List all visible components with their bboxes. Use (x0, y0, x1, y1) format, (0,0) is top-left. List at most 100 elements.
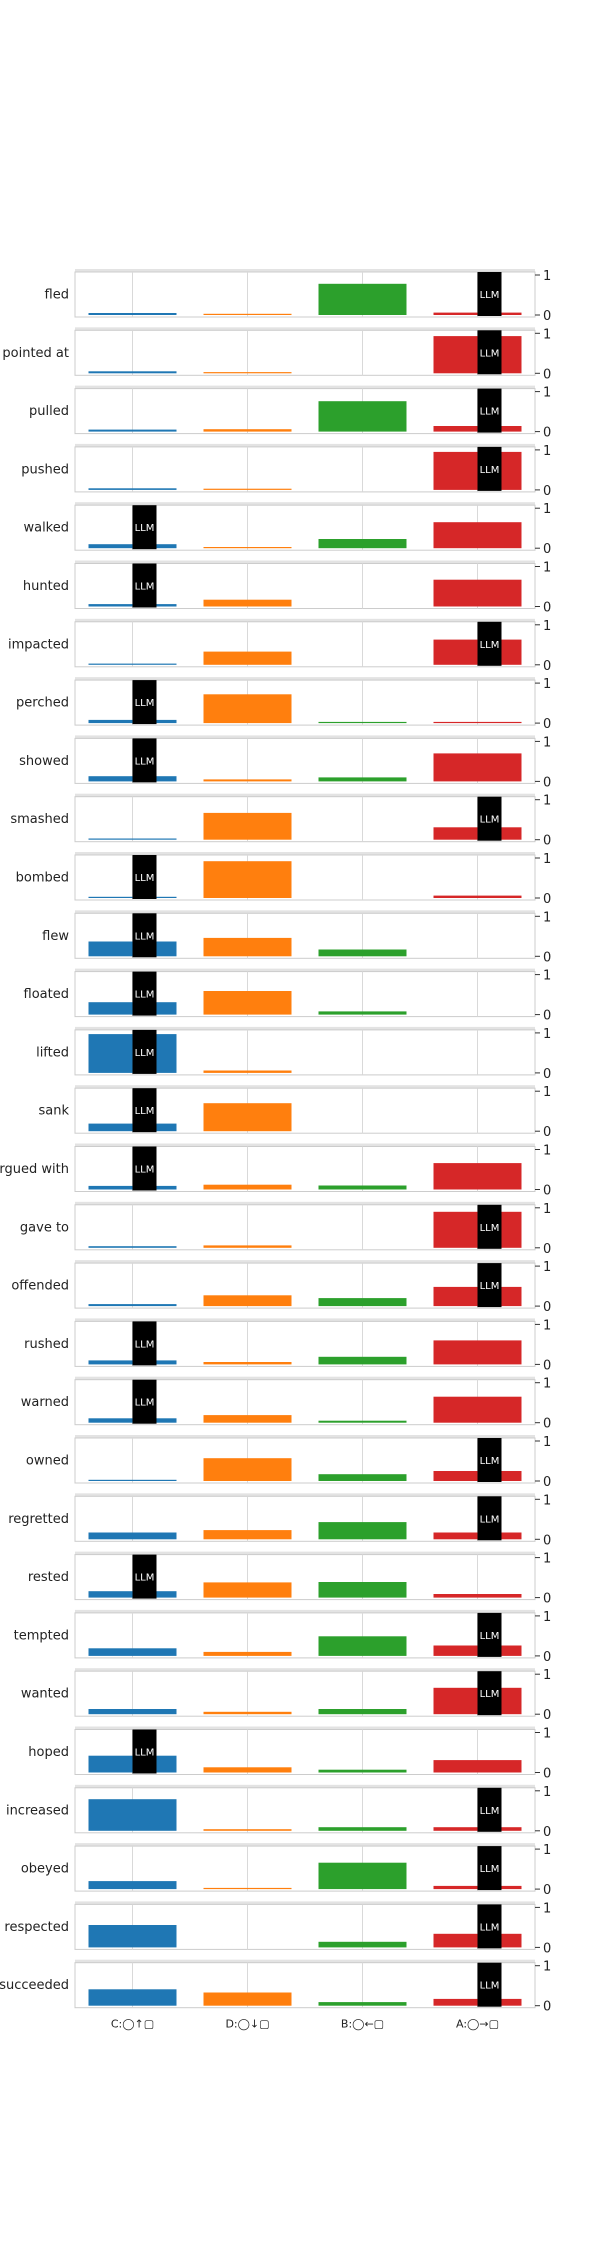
y-tick-label: 0 (543, 659, 551, 674)
bar-1 (203, 1184, 292, 1190)
bar-2 (318, 2002, 407, 2006)
y-tick-label: 0 (543, 1533, 551, 1548)
bar-2 (318, 1636, 407, 1656)
llm-marker-label: LLM (480, 290, 500, 301)
y-tick-label: 0 (543, 1475, 551, 1490)
y-tick-label: 0 (543, 1417, 551, 1432)
y-tick-label: 0 (543, 717, 551, 732)
y-tick-label: 1 (543, 327, 551, 342)
bar-2 (318, 539, 407, 549)
verb-label: rushed (24, 1337, 69, 1352)
panel-header-strip (75, 1901, 535, 1906)
y-tick-label: 0 (543, 1708, 551, 1723)
y-tick-label: 0 (543, 542, 551, 557)
panel-header-strip (75, 793, 535, 798)
panel-header-strip (75, 560, 535, 565)
panel-obeyed: LLM obeyed 1 0 (21, 1843, 551, 1898)
llm-marker-label: LLM (480, 1806, 500, 1817)
bar-3 (433, 895, 522, 898)
llm-marker (132, 680, 157, 725)
y-tick-label: 1 (543, 1960, 551, 1975)
y-tick-label: 1 (543, 1901, 551, 1916)
panel-wanted: LLM wanted 1 0 (21, 1668, 551, 1723)
bar-2 (318, 721, 407, 724)
bar-1 (203, 372, 292, 374)
bar-3 (433, 1340, 522, 1365)
bar-0 (88, 1648, 177, 1656)
panel-header-strip (75, 1376, 535, 1381)
panel-lifted: LLM lifted 1 0 (36, 1026, 551, 1082)
y-tick-label: 1 (543, 1202, 551, 1217)
panel-impacted: LLM impacted 1 0 (8, 618, 551, 674)
bar-0 (88, 838, 177, 840)
verb-label: smashed (10, 812, 69, 827)
verb-label: gave to (20, 1220, 69, 1235)
llm-marker (477, 446, 502, 491)
bar-1 (203, 1415, 292, 1423)
panel-header-strip (75, 385, 535, 390)
verb-label: succeeded (0, 1978, 69, 1993)
bar-0 (88, 1709, 177, 1715)
bar-2 (318, 1011, 407, 1015)
bar-2 (318, 949, 407, 957)
bar-1 (203, 1711, 292, 1715)
verb-label: flew (42, 929, 69, 944)
bar-1 (203, 1651, 292, 1656)
bar-3 (433, 579, 522, 607)
y-tick-label: 1 (543, 619, 551, 634)
panel-header-strip (75, 1143, 535, 1148)
bar-0 (88, 1989, 177, 2006)
panel-frame (74, 271, 536, 318)
panel-succeeded: LLM succeeded 1 0 (0, 1959, 551, 2015)
panel-header-strip (75, 1843, 535, 1848)
y-tick-label: 1 (543, 1785, 551, 1800)
llm-marker-label: LLM (135, 990, 155, 1001)
llm-marker (477, 1263, 502, 1308)
y-tick-label: 1 (543, 1493, 551, 1508)
verb-label: owned (26, 1454, 69, 1469)
verb-label: wanted (21, 1687, 69, 1702)
panel-walked: LLM walked 1 0 (23, 502, 551, 557)
bar-1 (203, 1245, 292, 1248)
panel-header-strip (75, 968, 535, 973)
panel-hoped: LLM hoped 1 0 (28, 1726, 551, 1782)
llm-marker-label: LLM (135, 1048, 155, 1059)
llm-marker (477, 1438, 502, 1482)
llm-marker-label: LLM (480, 640, 500, 651)
llm-marker-label: LLM (480, 1456, 500, 1467)
y-tick-label: 1 (543, 1085, 551, 1100)
bar-3 (433, 1396, 522, 1423)
verb-label: pulled (29, 404, 69, 419)
llm-marker (477, 796, 502, 841)
llm-marker (477, 1496, 502, 1541)
bar-1 (203, 1887, 292, 1890)
y-tick-label: 1 (543, 852, 551, 867)
llm-marker (132, 1554, 157, 1599)
bar-0 (88, 371, 177, 374)
llm-marker (132, 971, 157, 1016)
bar-2 (318, 1582, 407, 1598)
llm-marker (132, 1146, 157, 1191)
bar-1 (203, 313, 292, 315)
bar-1 (203, 547, 292, 549)
y-tick-label: 1 (543, 561, 551, 576)
llm-marker-label: LLM (135, 931, 155, 942)
llm-marker (132, 1321, 157, 1366)
y-tick-label: 1 (543, 1027, 551, 1042)
y-tick-label: 1 (543, 1552, 551, 1567)
y-tick-label: 1 (543, 1260, 551, 1275)
y-tick-label: 1 (543, 677, 551, 692)
llm-marker (477, 330, 502, 375)
category-label: D:◯↓▢ (225, 2018, 269, 2031)
llm-marker-label: LLM (480, 1689, 500, 1700)
panel-rushed: LLM rushed 1 0 (24, 1318, 551, 1373)
llm-marker-label: LLM (480, 1223, 500, 1234)
y-tick-label: 1 (543, 1377, 551, 1392)
panel-header-strip (75, 327, 535, 332)
y-tick-label: 1 (543, 735, 551, 750)
llm-marker (132, 855, 157, 899)
bar-1 (203, 991, 292, 1015)
panel-header-strip (75, 1726, 535, 1731)
llm-marker (132, 1379, 157, 1424)
y-tick-label: 1 (543, 1144, 551, 1159)
